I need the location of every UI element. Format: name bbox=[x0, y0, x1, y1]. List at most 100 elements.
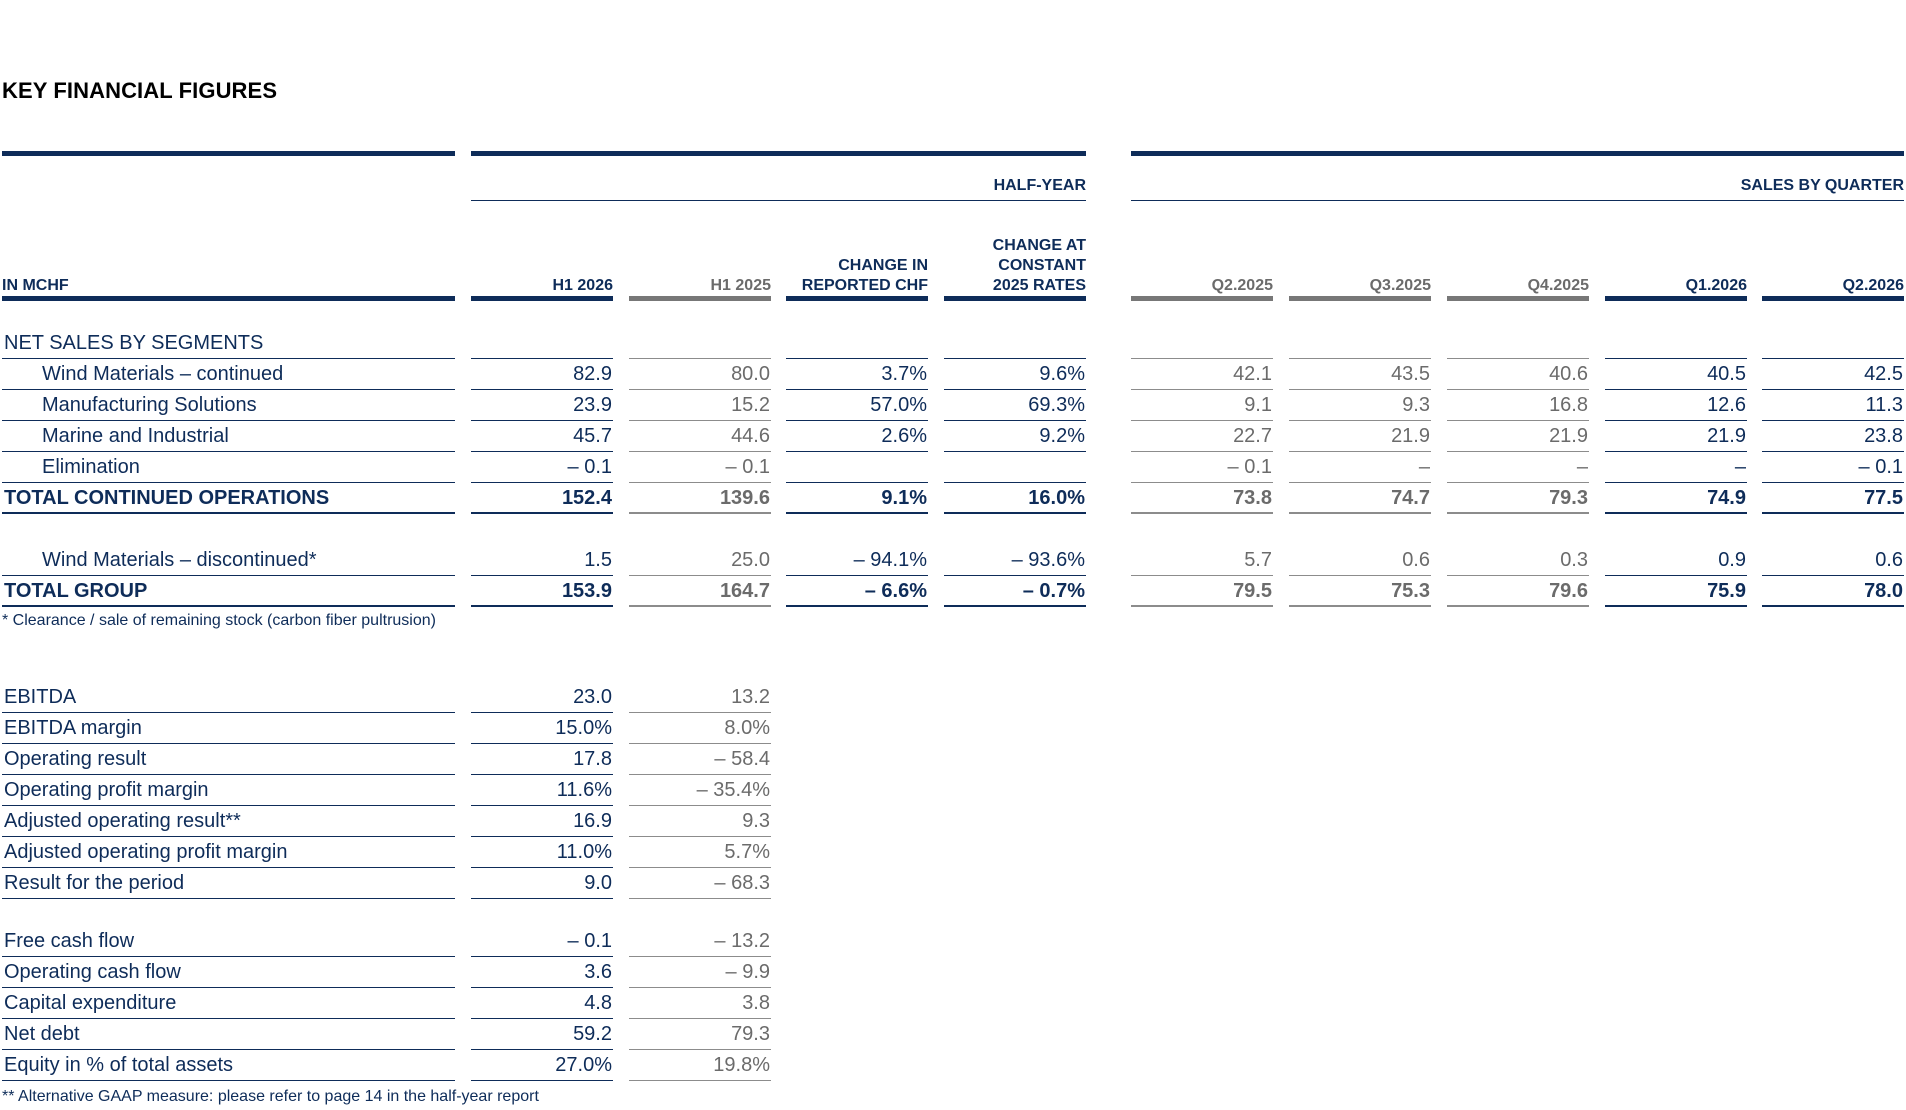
table-cell: 21.9 bbox=[1289, 421, 1431, 452]
h1-2025-value: 3.8 bbox=[629, 988, 771, 1019]
h1-2026-value: 15.0% bbox=[471, 713, 613, 744]
table-cell: – bbox=[1447, 452, 1589, 483]
table-cell: 57.0% bbox=[786, 390, 928, 421]
table-row-label: Manufacturing Solutions bbox=[2, 390, 455, 421]
table-cell: 21.9 bbox=[1447, 421, 1589, 452]
table-cell: 74.9 bbox=[1605, 483, 1747, 514]
table-cell: 79.6 bbox=[1447, 576, 1589, 607]
table-cell: 74.7 bbox=[1289, 483, 1431, 514]
h1-2025-value: 13.2 bbox=[629, 682, 771, 713]
column-header-q3-2025: Q3.2025 bbox=[1289, 276, 1431, 296]
table-cell: 23.9 bbox=[471, 390, 613, 421]
column-header-q2-2025: Q2.2025 bbox=[1131, 276, 1273, 296]
table-cell: 75.3 bbox=[1289, 576, 1431, 607]
column-header-rule bbox=[629, 296, 771, 301]
table-cell: 153.9 bbox=[471, 576, 613, 607]
h1-2026-value: – 0.1 bbox=[471, 926, 613, 957]
table-cell: 16.0% bbox=[944, 483, 1086, 514]
h1-2026-value: 11.6% bbox=[471, 775, 613, 806]
column-header-line: Q4.2025 bbox=[1527, 277, 1589, 294]
table-cell: 43.5 bbox=[1289, 359, 1431, 390]
table-cell: 45.7 bbox=[471, 421, 613, 452]
column-header-rule bbox=[1762, 296, 1904, 301]
cash-table-row-label: Free cash flow bbox=[2, 926, 455, 957]
column-header-change-at-constant-2025-rates: CHANGE AT CONSTANT 2025 RATES bbox=[944, 236, 1086, 296]
profit-table-row-label: Adjusted operating profit margin bbox=[2, 837, 455, 868]
table-cell: – 0.1 bbox=[471, 452, 613, 483]
h1-2026-value: 3.6 bbox=[471, 957, 613, 988]
profit-table-row-label: Operating profit margin bbox=[2, 775, 455, 806]
table-cell: 139.6 bbox=[629, 483, 771, 514]
column-header-q1-2026: Q1.2026 bbox=[1605, 276, 1747, 296]
table-cell: 40.5 bbox=[1605, 359, 1747, 390]
top-rule-half-year bbox=[471, 151, 1086, 156]
total-row-label: TOTAL GROUP bbox=[2, 576, 455, 607]
table-cell: 75.9 bbox=[1605, 576, 1747, 607]
h1-2026-value: 9.0 bbox=[471, 868, 613, 899]
column-header-h1-2025: H1 2025 bbox=[629, 276, 772, 296]
table-cell: 80.0 bbox=[629, 359, 771, 390]
table-cell bbox=[1762, 328, 1904, 359]
table-cell: 164.7 bbox=[629, 576, 771, 607]
column-header-rule bbox=[1289, 296, 1431, 301]
table-cell: 78.0 bbox=[1762, 576, 1904, 607]
table-cell: – 0.1 bbox=[1762, 452, 1904, 483]
table-cell: 42.1 bbox=[1131, 359, 1273, 390]
column-header-line: Q1.2026 bbox=[1685, 277, 1747, 294]
column-header-rule bbox=[944, 296, 1086, 301]
table-cell: 1.5 bbox=[471, 545, 613, 576]
table-cell: 25.0 bbox=[629, 545, 771, 576]
column-header-line: 2025 RATES bbox=[992, 277, 1086, 294]
half-year-group-label: HALF-YEAR bbox=[993, 177, 1086, 194]
column-header-line: REPORTED CHF bbox=[801, 277, 928, 294]
column-header-line: CHANGE AT bbox=[992, 237, 1086, 254]
profit-table-row-label: Adjusted operating result** bbox=[2, 806, 455, 837]
table-cell bbox=[629, 328, 771, 359]
table-row-label: Marine and Industrial bbox=[2, 421, 455, 452]
column-header-line: Q2.2025 bbox=[1211, 277, 1273, 294]
table-cell bbox=[471, 328, 613, 359]
column-header-h1-2026: H1 2026 bbox=[471, 276, 614, 296]
table-cell: 73.8 bbox=[1131, 483, 1273, 514]
h1-2025-value: – 58.4 bbox=[629, 744, 771, 775]
half-year-group-rule bbox=[471, 200, 1086, 201]
column-header-line: Q3.2025 bbox=[1369, 277, 1431, 294]
table-cell: 42.5 bbox=[1762, 359, 1904, 390]
unit-label: IN MCHF bbox=[2, 277, 69, 294]
section-row-label: NET SALES BY SEGMENTS bbox=[2, 328, 455, 359]
table-cell: – bbox=[1605, 452, 1747, 483]
table-cell: 5.7 bbox=[1131, 545, 1273, 576]
table-cell: 79.5 bbox=[1131, 576, 1273, 607]
table-cell: – 0.1 bbox=[629, 452, 771, 483]
column-header-q4-2025: Q4.2025 bbox=[1447, 276, 1589, 296]
h1-2025-value: 5.7% bbox=[629, 837, 771, 868]
table-cell: 0.3 bbox=[1447, 545, 1589, 576]
top-rule-quarters bbox=[1131, 151, 1904, 156]
h1-2026-value: 27.0% bbox=[471, 1050, 613, 1081]
table-cell: 15.2 bbox=[629, 390, 771, 421]
table-cell: 40.6 bbox=[1447, 359, 1589, 390]
h1-2025-value: 79.3 bbox=[629, 1019, 771, 1050]
table-cell bbox=[786, 328, 928, 359]
top-rule-label bbox=[2, 151, 455, 156]
table-cell: – 93.6% bbox=[944, 545, 1086, 576]
h1-2026-value: 23.0 bbox=[471, 682, 613, 713]
unit-label-rule bbox=[2, 296, 455, 301]
sales-footnote: * Clearance / sale of remaining stock (c… bbox=[2, 612, 436, 629]
table-cell bbox=[1289, 328, 1431, 359]
page-title: KEY FINANCIAL FIGURES bbox=[2, 78, 278, 103]
gaap-footnote: ** Alternative GAAP measure: please refe… bbox=[2, 1088, 539, 1105]
h1-2026-value: 16.9 bbox=[471, 806, 613, 837]
table-cell: 9.3 bbox=[1289, 390, 1431, 421]
column-header-rule bbox=[1605, 296, 1747, 301]
column-header-rule bbox=[471, 296, 613, 301]
table-row-label: Wind Materials – discontinued* bbox=[2, 545, 455, 576]
column-header-rule bbox=[786, 296, 928, 301]
profit-table-row-label: Result for the period bbox=[2, 868, 455, 899]
h1-2026-value: 17.8 bbox=[471, 744, 613, 775]
table-cell: – 6.6% bbox=[786, 576, 928, 607]
table-cell: – 0.7% bbox=[944, 576, 1086, 607]
column-header-q2-2026: Q2.2026 bbox=[1762, 276, 1904, 296]
table-cell: 77.5 bbox=[1762, 483, 1904, 514]
